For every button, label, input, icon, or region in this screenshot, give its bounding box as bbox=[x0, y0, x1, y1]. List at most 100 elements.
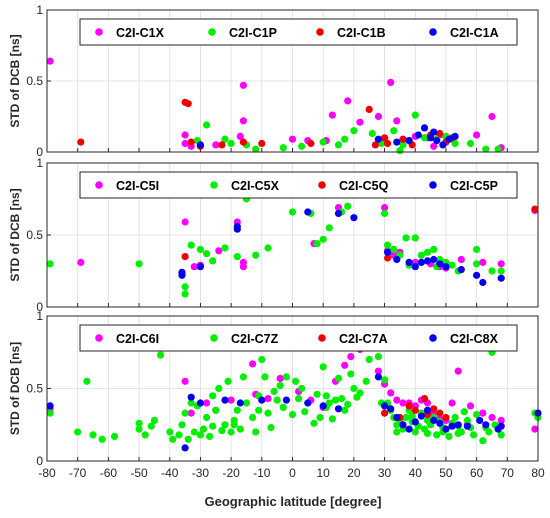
data-point bbox=[227, 139, 235, 148]
data-point bbox=[181, 290, 189, 298]
data-point bbox=[497, 260, 505, 268]
data-point bbox=[267, 424, 275, 432]
data-point bbox=[242, 399, 251, 407]
data-point bbox=[430, 405, 438, 413]
data-point bbox=[381, 204, 389, 212]
data-point bbox=[381, 134, 389, 142]
data-point bbox=[423, 416, 432, 424]
data-point bbox=[270, 387, 278, 395]
data-point bbox=[239, 138, 247, 146]
data-point bbox=[212, 406, 220, 414]
data-point bbox=[301, 408, 309, 416]
data-point bbox=[442, 413, 450, 422]
data-point bbox=[374, 353, 382, 361]
data-point bbox=[387, 405, 395, 413]
legend-item: C2I-C1A bbox=[429, 26, 499, 40]
data-point bbox=[196, 263, 204, 271]
data-point bbox=[374, 367, 382, 375]
series-c2i-c1b bbox=[77, 98, 456, 150]
data-point bbox=[307, 139, 315, 148]
data-point bbox=[209, 422, 217, 430]
x-tick-label: 50 bbox=[439, 466, 453, 480]
data-point bbox=[221, 135, 229, 143]
data-point bbox=[430, 416, 438, 424]
data-point bbox=[451, 413, 459, 422]
data-point bbox=[439, 141, 447, 149]
data-point bbox=[365, 355, 373, 364]
data-point bbox=[221, 421, 229, 429]
legend-label: C2I-C1A bbox=[450, 26, 499, 40]
data-point bbox=[497, 274, 505, 282]
legend-label: C2I-C6I bbox=[116, 332, 159, 346]
data-point bbox=[239, 373, 247, 381]
data-point bbox=[402, 413, 410, 422]
data-point bbox=[178, 268, 186, 276]
x-tick-label: -10 bbox=[253, 466, 271, 480]
data-point bbox=[381, 409, 389, 417]
y-tick-label: 0 bbox=[36, 454, 43, 468]
data-point bbox=[46, 57, 54, 65]
data-point bbox=[156, 351, 165, 359]
data-point bbox=[83, 377, 91, 385]
data-point bbox=[482, 421, 490, 429]
data-point bbox=[430, 128, 438, 136]
data-point bbox=[319, 363, 327, 371]
data-point bbox=[209, 392, 217, 400]
data-point bbox=[147, 422, 155, 430]
data-point bbox=[417, 258, 425, 266]
data-point bbox=[423, 257, 432, 265]
data-point bbox=[334, 405, 343, 413]
data-point bbox=[411, 406, 419, 414]
data-point bbox=[215, 384, 223, 393]
data-point bbox=[381, 209, 389, 217]
data-point bbox=[411, 428, 419, 436]
data-point bbox=[203, 413, 211, 422]
data-point bbox=[150, 416, 158, 424]
data-point bbox=[279, 403, 287, 411]
data-point bbox=[433, 431, 441, 439]
y-tick-label: 1 bbox=[36, 156, 43, 170]
data-point bbox=[436, 260, 444, 268]
data-point bbox=[488, 112, 496, 121]
legend-marker bbox=[429, 28, 437, 36]
data-point bbox=[181, 409, 189, 417]
data-point bbox=[187, 393, 195, 401]
data-point bbox=[252, 428, 260, 436]
data-point bbox=[390, 127, 398, 135]
data-point bbox=[479, 437, 487, 445]
x-tick-label: 80 bbox=[531, 466, 545, 480]
data-point bbox=[206, 432, 214, 440]
data-point bbox=[255, 406, 263, 414]
data-point bbox=[445, 135, 453, 143]
data-point bbox=[387, 389, 395, 397]
data-point bbox=[135, 419, 143, 427]
data-point bbox=[328, 111, 336, 119]
data-point bbox=[334, 141, 343, 149]
legend-item: C2I-C8X bbox=[429, 332, 499, 346]
data-point bbox=[460, 408, 468, 416]
data-point bbox=[135, 260, 143, 268]
data-point bbox=[497, 416, 505, 424]
data-point bbox=[488, 267, 496, 275]
data-point bbox=[187, 138, 195, 146]
data-point bbox=[451, 139, 459, 148]
data-point bbox=[454, 429, 462, 437]
x-tick-label: 10 bbox=[317, 466, 331, 480]
data-point bbox=[423, 429, 432, 437]
data-point bbox=[46, 409, 54, 417]
x-tick-label: -70 bbox=[69, 466, 87, 480]
data-point bbox=[218, 427, 226, 435]
data-point bbox=[356, 389, 364, 397]
legend-label: C2I-C1B bbox=[337, 26, 386, 40]
data-point bbox=[181, 377, 189, 385]
legend-label: C2I-C8X bbox=[450, 332, 499, 346]
data-point bbox=[436, 419, 444, 427]
legend-item: C2I-C7A bbox=[318, 332, 388, 346]
data-point bbox=[288, 135, 297, 143]
legend-label: C2I-C1X bbox=[116, 26, 165, 40]
data-point bbox=[249, 413, 257, 422]
data-point bbox=[282, 373, 290, 381]
data-point bbox=[292, 377, 300, 385]
